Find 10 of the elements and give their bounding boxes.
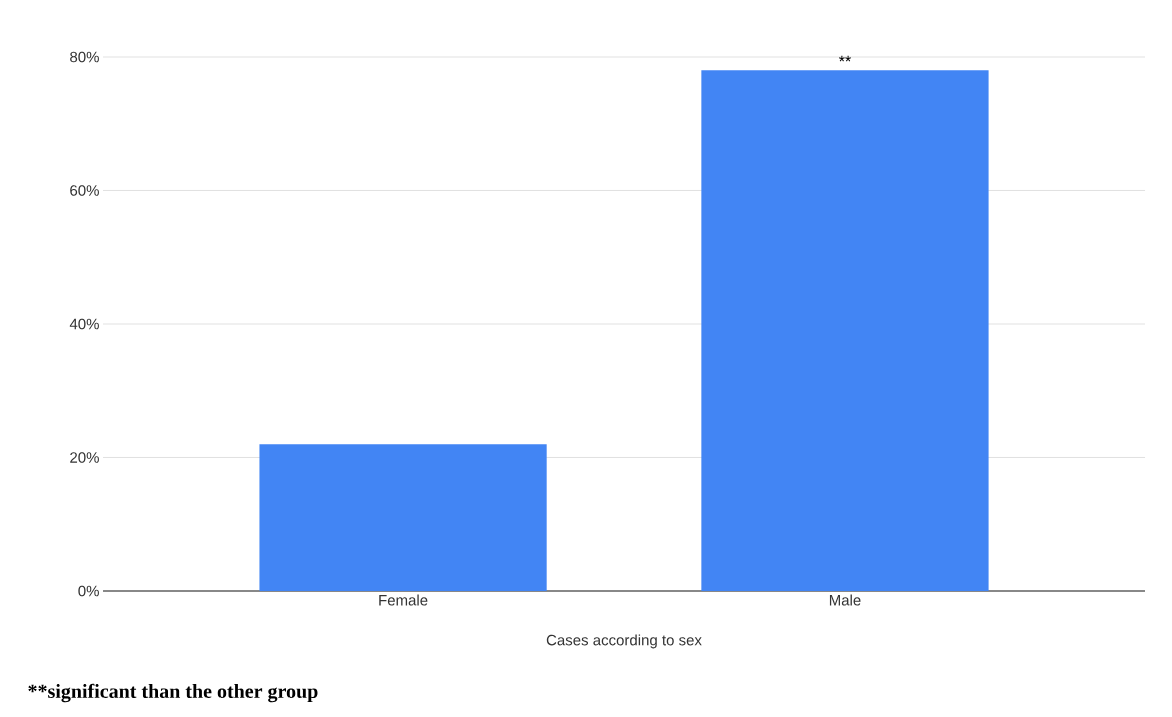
- x-axis-title: Cases according to sex: [546, 634, 702, 649]
- x-tick-label: Male: [829, 594, 861, 606]
- text: **significant than the other group: [28, 683, 318, 703]
- y-tick-label: 60%: [70, 185, 99, 196]
- y-tick-label: 20%: [70, 452, 99, 463]
- y-tick-label: 40%: [69, 318, 99, 330]
- y-tick-label: 80%: [70, 51, 99, 63]
- x-tick-label: Female: [379, 594, 428, 606]
- annotation: **: [839, 55, 851, 62]
- y-tick-label: 0%: [78, 585, 99, 597]
